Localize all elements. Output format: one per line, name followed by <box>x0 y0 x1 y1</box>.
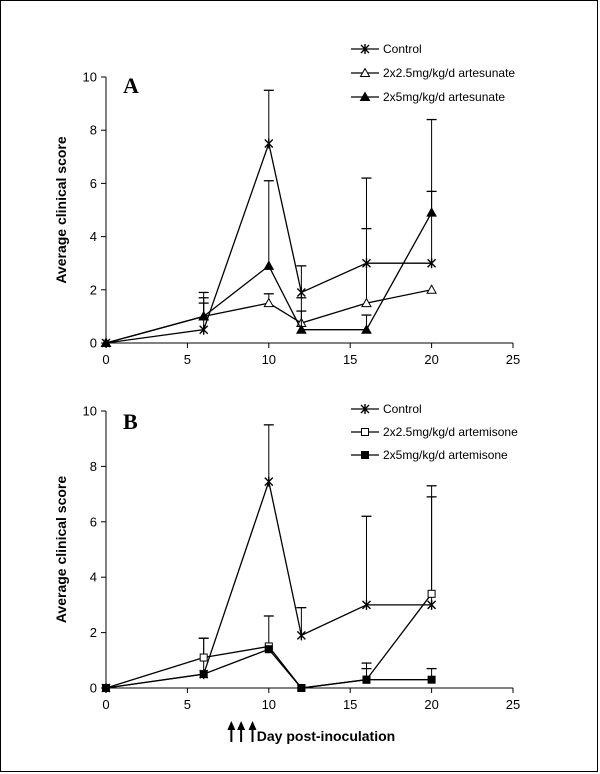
y-tick-label: 8 <box>90 459 97 474</box>
data-point <box>102 684 110 692</box>
data-point <box>297 684 306 692</box>
y-tick-label: 2 <box>90 282 97 297</box>
legend-marker <box>361 428 369 436</box>
arrow-head <box>237 721 246 730</box>
y-axis-label: Average clinical score <box>53 136 69 284</box>
y-tick-label: 6 <box>90 514 97 529</box>
data-point <box>264 645 273 654</box>
legend-label: Control <box>383 402 422 416</box>
series-line <box>105 479 432 689</box>
x-tick-label: 0 <box>102 352 109 367</box>
treatment-arrow <box>227 721 236 742</box>
data-point <box>296 324 307 334</box>
x-tick-label: 10 <box>262 697 276 712</box>
data-point <box>361 297 372 308</box>
series-line <box>105 593 433 689</box>
y-tick-label: 0 <box>90 681 97 696</box>
legend-marker <box>361 451 369 459</box>
y-tick-label: 10 <box>83 70 97 85</box>
x-tick-label: 5 <box>184 697 191 712</box>
chart-panel-a: 0 2 4 6 8 10 0 5 10 15 20 25 Average clinical score A… <box>53 42 520 367</box>
treatment-arrow <box>237 721 246 742</box>
series-line <box>105 141 432 344</box>
x-tick-label: 25 <box>506 697 520 712</box>
legend-label: 2x5mg/kg/d artesunate <box>383 90 505 104</box>
legend-label: 2x2.5mg/kg/d artesunate <box>383 66 515 80</box>
data-point <box>199 653 208 662</box>
series-line <box>105 212 433 344</box>
legend-label: 2x2.5mg/kg/d artemisone <box>383 425 518 439</box>
x-tick-label: 0 <box>102 697 109 712</box>
data-point <box>263 260 275 270</box>
arrow-head <box>248 721 257 730</box>
x-tick-label: 15 <box>343 352 357 367</box>
x-tick-label: 15 <box>343 697 357 712</box>
chart-panel-b: 0 2 4 6 8 10 0 5 10 15 20 25 Average clinical score D… <box>53 402 520 744</box>
arrow-head <box>227 721 236 730</box>
x-tick-label: 5 <box>184 352 191 367</box>
y-tick-label: 4 <box>90 229 97 244</box>
y-tick-label: 4 <box>90 570 97 585</box>
x-tick-label: 20 <box>424 697 438 712</box>
data-point <box>362 675 371 684</box>
legend-label: Control <box>383 42 422 56</box>
treatment-arrow <box>248 721 257 742</box>
y-tick-label: 6 <box>90 176 97 191</box>
y-tick-label: 10 <box>83 404 97 419</box>
legend-marker <box>359 91 371 101</box>
panel-label: A <box>123 73 139 98</box>
series-3 <box>100 118 437 347</box>
data-point <box>426 207 437 217</box>
y-tick-label: 8 <box>90 123 97 138</box>
x-tick-label: 20 <box>424 352 438 367</box>
data-point <box>198 310 210 321</box>
data-point <box>263 297 275 308</box>
legend-marker <box>359 67 371 77</box>
y-tick-label: 0 <box>90 336 97 351</box>
legend-label: 2x5mg/kg/d artemisone <box>383 448 508 462</box>
x-tick-label: 25 <box>506 352 520 367</box>
x-axis-label: Day post-inoculation <box>257 728 395 744</box>
y-tick-label: 2 <box>90 625 97 640</box>
data-point <box>199 670 208 679</box>
series-line <box>105 648 432 689</box>
legend: Control 2x2.5mg/kg/d artemisone 2x5mg/kg/d… <box>351 402 518 462</box>
y-axis-label: Average clinical score <box>53 476 69 624</box>
x-tick-label: 10 <box>262 352 276 367</box>
series-2 <box>102 485 437 692</box>
data-point <box>427 589 436 598</box>
data-point <box>100 337 112 347</box>
panel-label: B <box>123 409 138 434</box>
legend: Control 2x2.5mg/kg/d artesunate 2x5mg/kg/d… <box>351 42 515 104</box>
data-point <box>361 324 372 334</box>
data-point <box>426 284 437 294</box>
data-point <box>427 675 436 684</box>
series-3 <box>102 645 437 692</box>
